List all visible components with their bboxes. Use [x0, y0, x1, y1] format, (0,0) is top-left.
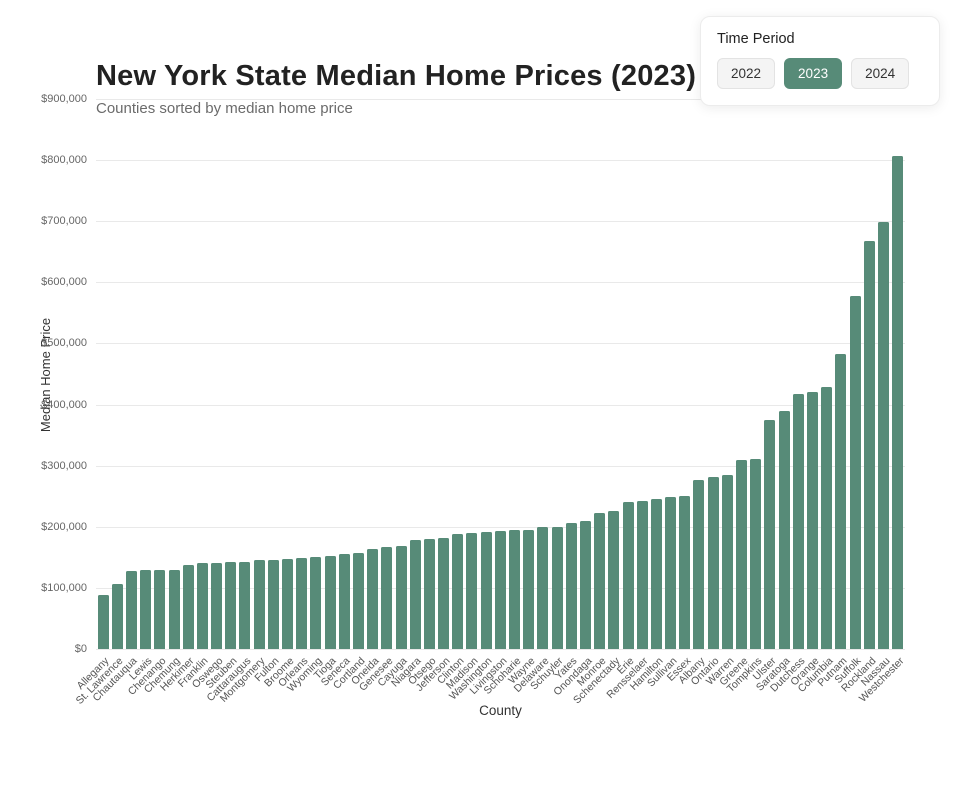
chart-subtitle: Counties sorted by median home price: [96, 100, 353, 117]
y-axis-title: Median Home Price: [38, 317, 53, 433]
bar[interactable]: [764, 420, 776, 649]
bar[interactable]: [225, 562, 237, 649]
bar[interactable]: [494, 531, 506, 649]
gridline: [96, 282, 905, 284]
bar[interactable]: [125, 570, 137, 649]
y-tick-label: $200,000: [41, 520, 87, 533]
bar[interactable]: [168, 569, 180, 649]
bar[interactable]: [452, 533, 464, 649]
gridline: [96, 465, 905, 467]
plot-area: $0 $100,000 $200,000 $300,000 $400,000 $500,0…: [41, 93, 905, 655]
bar[interactable]: [636, 500, 648, 649]
time-period-buttons: 2022 2023 2024: [717, 58, 923, 89]
bar[interactable]: [523, 529, 535, 649]
gridline: [96, 404, 905, 406]
bar[interactable]: [324, 556, 336, 649]
y-tick-label: $800,000: [41, 154, 87, 167]
bar[interactable]: [650, 499, 662, 649]
bar[interactable]: [594, 513, 606, 649]
bar[interactable]: [551, 526, 563, 649]
bar[interactable]: [395, 545, 407, 649]
bar[interactable]: [892, 155, 904, 649]
bar[interactable]: [778, 411, 790, 649]
bar[interactable]: [466, 532, 478, 649]
bar[interactable]: [253, 560, 265, 649]
bars-layer: [96, 99, 905, 649]
bar[interactable]: [849, 296, 861, 649]
y-tick-label: $0: [74, 643, 87, 655]
bar[interactable]: [97, 595, 109, 649]
time-period-button-2024[interactable]: 2024: [851, 58, 910, 89]
bar[interactable]: [480, 532, 492, 649]
bar[interactable]: [352, 553, 364, 649]
gridline: [96, 649, 905, 650]
bar[interactable]: [877, 221, 889, 649]
y-tick-label: $300,000: [41, 459, 87, 472]
bar[interactable]: [182, 564, 194, 649]
bar[interactable]: [721, 475, 733, 649]
bar[interactable]: [537, 527, 549, 649]
bar[interactable]: [367, 549, 379, 649]
bar[interactable]: [338, 554, 350, 649]
bar[interactable]: [707, 476, 719, 649]
bar[interactable]: [423, 539, 435, 649]
bar[interactable]: [679, 496, 691, 649]
bar[interactable]: [140, 570, 152, 649]
gridline: [96, 99, 905, 100]
bar[interactable]: [821, 386, 833, 649]
bar[interactable]: [267, 559, 279, 649]
y-tick-label: $500,000: [41, 337, 87, 350]
gridline: [96, 343, 905, 345]
bar[interactable]: [806, 392, 818, 649]
y-tick-label: $600,000: [41, 276, 87, 289]
bar[interactable]: [835, 354, 847, 649]
y-tick-label: $100,000: [41, 581, 87, 594]
time-period-label: Time Period: [717, 31, 795, 47]
bar[interactable]: [310, 557, 322, 649]
x-axis-labels: Allegany St. Lawrence Chautauqua Lewis Chena…: [74, 655, 906, 745]
bar[interactable]: [438, 537, 450, 649]
bar[interactable]: [608, 510, 620, 649]
bar[interactable]: [111, 583, 123, 649]
y-tick-label: $900,000: [41, 93, 87, 105]
y-tick-label: $400,000: [41, 398, 87, 411]
bar[interactable]: [736, 460, 748, 649]
time-period-button-2023[interactable]: 2023: [784, 58, 843, 89]
bar[interactable]: [154, 570, 166, 649]
bar[interactable]: [381, 546, 393, 649]
y-tick-label: $700,000: [41, 215, 87, 228]
bar[interactable]: [296, 557, 308, 649]
bar[interactable]: [211, 562, 223, 649]
bar[interactable]: [509, 530, 521, 649]
bar[interactable]: [282, 558, 294, 649]
chart-title: New York State Median Home Prices (2023): [96, 60, 697, 92]
bar[interactable]: [239, 561, 251, 649]
bar[interactable]: [622, 502, 634, 649]
gridline: [96, 221, 905, 223]
bar[interactable]: [792, 394, 804, 649]
gridline: [96, 526, 905, 528]
bar[interactable]: [409, 539, 421, 649]
bar[interactable]: [565, 522, 577, 649]
x-axis-title: County: [479, 703, 522, 718]
bar[interactable]: [665, 497, 677, 649]
bar[interactable]: [579, 520, 591, 649]
bar[interactable]: [863, 241, 875, 649]
time-period-button-2022[interactable]: 2022: [717, 58, 776, 89]
bar[interactable]: [196, 563, 208, 649]
bar[interactable]: [750, 458, 762, 649]
time-period-panel: Time Period 2022 2023 2024: [700, 16, 940, 106]
bar[interactable]: [693, 480, 705, 649]
gridline: [96, 160, 905, 162]
